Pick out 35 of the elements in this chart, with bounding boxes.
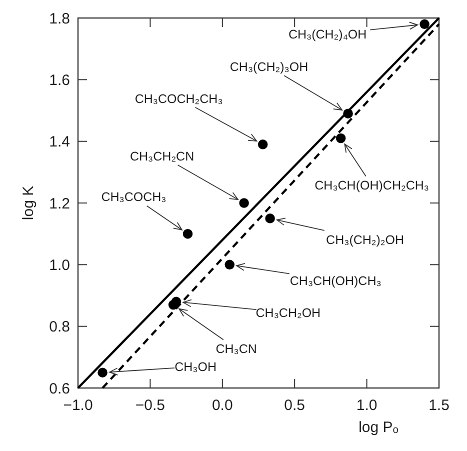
point: [265, 214, 275, 224]
x-tick-label: 1.5: [428, 397, 450, 414]
x-tick-label: 0.0: [212, 397, 233, 414]
point: [336, 133, 346, 144]
annotation: CH₃(CH₂)₃OH: [230, 60, 308, 74]
annotation: CH₃(CH₂)₄OH: [288, 28, 367, 42]
annotation: CH₃CH(OH)CH₂CH₃: [314, 178, 429, 193]
point: [258, 140, 268, 150]
annotation: CH₃CN: [216, 342, 257, 356]
point: [224, 260, 235, 270]
y-tick-label: 0.6: [49, 380, 70, 398]
point: [182, 228, 193, 239]
annotation: CH₃CH(OH)CH₃: [290, 274, 382, 288]
y-tick-label: 1.8: [49, 10, 70, 28]
point: [239, 198, 249, 208]
y-tick-label: 0.8: [49, 318, 70, 336]
y-tick-label: 1.0: [49, 256, 70, 274]
y-tick-label: 1.6: [49, 72, 70, 89]
annotation: CH₃COCH₂CH₃: [134, 92, 223, 106]
annotation: CH₃(CH₂)₂OH: [326, 232, 404, 247]
annotation: CH₃OH: [174, 360, 216, 374]
annotation: CH₃COCH₃: [101, 190, 166, 204]
annotation: CH₃CH₂CN: [130, 149, 194, 164]
x-tick-label: −1.0: [63, 397, 93, 414]
x-axis-title: log Pₒ: [358, 419, 399, 436]
point: [98, 368, 108, 378]
point: [168, 300, 178, 310]
x-tick-label: 1.0: [356, 397, 378, 414]
y-tick-label: 1.4: [49, 134, 70, 151]
annotation: CH₃CH₂OH: [256, 306, 321, 320]
point: [420, 19, 430, 30]
x-tick-label: −0.5: [135, 397, 166, 414]
x-tick-label: 0.5: [284, 397, 306, 414]
y-axis-title: log K: [20, 186, 37, 220]
y-tick-label: 1.2: [49, 195, 70, 212]
